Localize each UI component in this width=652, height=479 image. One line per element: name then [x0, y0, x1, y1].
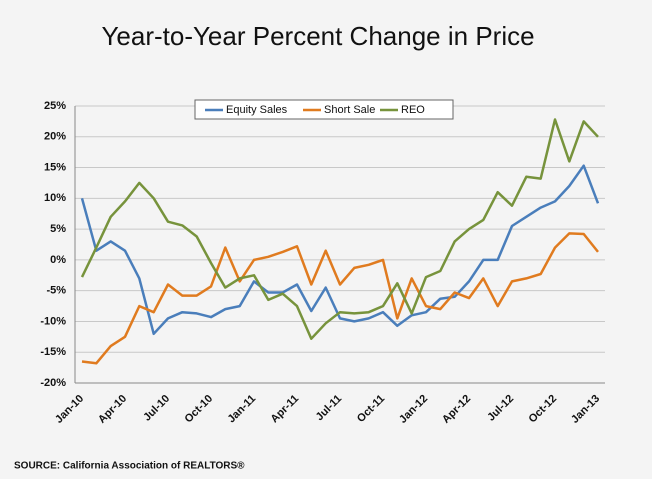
y-tick-label: 15%	[44, 161, 66, 173]
y-tick-label: -20%	[40, 377, 66, 389]
y-tick-label: 10%	[44, 192, 66, 204]
legend-label: Short Sale	[324, 104, 375, 116]
series-line	[80, 164, 600, 336]
y-tick-label: 0%	[50, 254, 66, 266]
y-tick-label: -5%	[46, 285, 66, 297]
y-tick-label: -10%	[40, 315, 66, 327]
y-tick-label: 25%	[44, 100, 66, 112]
series-line	[81, 232, 599, 365]
y-tick-label: -15%	[40, 346, 66, 358]
source-note: SOURCE: California Association of REALTO…	[14, 461, 245, 472]
y-tick-label: 20%	[44, 131, 66, 143]
legend-label: Equity Sales	[226, 104, 288, 116]
y-tick-label: 5%	[50, 223, 66, 235]
legend-label: REO	[401, 104, 425, 116]
series-line	[80, 118, 599, 340]
chart-title: Year-to-Year Percent Change in Price	[101, 21, 534, 51]
legend-box	[194, 99, 454, 120]
